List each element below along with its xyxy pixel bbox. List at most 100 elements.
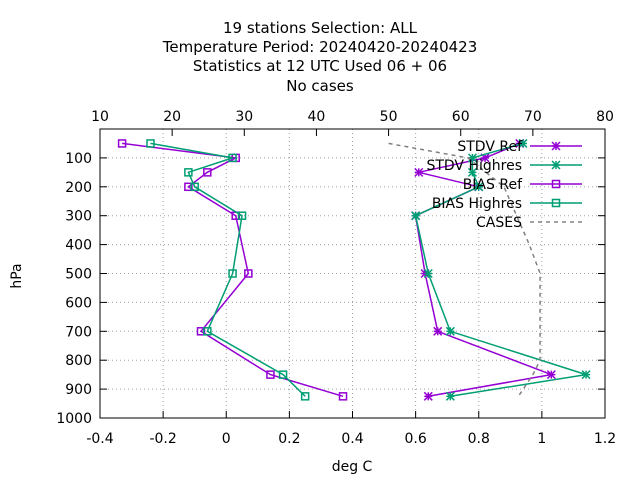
y-tick-label: 500	[65, 267, 92, 283]
data-point	[423, 391, 433, 401]
legend-label: STDV Highres	[426, 158, 522, 174]
data-point	[228, 269, 237, 278]
data-point	[551, 160, 561, 170]
data-point	[414, 167, 424, 177]
data-point	[518, 138, 528, 148]
data-point	[551, 198, 561, 208]
x-tick-label: 1.2	[594, 431, 616, 447]
x-tick-label: 0	[222, 431, 231, 447]
data-point	[546, 370, 556, 380]
x2-tick-label: 20	[163, 109, 181, 125]
y-tick-label: 400	[65, 238, 92, 254]
marker-stroke	[474, 182, 484, 192]
data-point	[203, 168, 212, 177]
marker-stroke	[551, 141, 561, 151]
x2-tick-label: 70	[524, 109, 542, 125]
title-line-1: 19 stations Selection: ALL	[223, 19, 417, 37]
marker-stroke	[433, 326, 443, 336]
ticks: -0.4 -0.2 0 0.2 0.4 0.6 0.8 1 1.2 10 20 30 40 50 60 70 8…	[56, 109, 616, 447]
y-tick-label: 800	[65, 353, 92, 369]
title-line-4: No cases	[286, 77, 354, 95]
series	[117, 138, 591, 401]
marker-stroke	[445, 391, 455, 401]
x-tick-label: -0.2	[149, 431, 176, 447]
data-point	[228, 153, 237, 163]
data-point	[423, 268, 433, 279]
marker-stroke	[423, 268, 433, 279]
x-tick-label: -0.4	[86, 431, 113, 447]
x-tick-label: 0.6	[404, 431, 426, 447]
marker-stroke	[423, 391, 433, 401]
data-point	[551, 179, 561, 189]
grid	[100, 129, 605, 418]
x2-tick-label: 50	[380, 109, 398, 125]
marker-stroke	[546, 370, 556, 380]
x2-tick-label: 80	[596, 109, 614, 125]
series-line	[150, 142, 306, 397]
x-axis-label: deg C	[332, 459, 373, 475]
y-tick-label: 700	[65, 324, 92, 340]
data-point	[581, 370, 591, 380]
data-point	[445, 326, 455, 336]
legend-entry: BIAS Highres	[432, 196, 582, 212]
y-axis-label: hPa	[9, 263, 25, 288]
series-bias-highres	[146, 139, 310, 401]
legend-label: BIAS Highres	[432, 196, 522, 212]
marker-stroke	[551, 160, 561, 170]
legend: STDV Ref STDV Highres BIAS Ref BIAS Highres…	[426, 139, 582, 231]
data-point	[433, 326, 443, 336]
y-tick-label: 600	[65, 295, 92, 311]
y-tick-label: 1000	[56, 411, 92, 427]
data-point	[467, 167, 477, 177]
x2-tick-label: 60	[452, 109, 470, 125]
data-point	[474, 182, 484, 192]
y-tick-label: 900	[65, 382, 92, 398]
data-point	[445, 391, 455, 401]
y-tick-label: 100	[65, 151, 92, 167]
y-tick-label: 200	[65, 180, 92, 196]
legend-entry: CASES	[476, 215, 582, 231]
data-point	[467, 153, 477, 163]
marker-stroke	[467, 167, 477, 177]
data-point	[190, 182, 199, 192]
legend-label: BIAS Ref	[463, 177, 523, 193]
legend-entry: BIAS Ref	[463, 177, 582, 193]
legend-label: CASES	[476, 215, 522, 231]
marker-stroke	[445, 326, 455, 336]
data-point	[551, 141, 561, 151]
marker-stroke	[467, 153, 477, 163]
x-tick-label: 0.4	[341, 431, 363, 447]
legend-label: STDV Ref	[457, 139, 523, 155]
data-point	[278, 370, 288, 379]
data-point	[184, 168, 193, 177]
series-cases	[388, 142, 541, 397]
x2-tick-label: 30	[235, 109, 253, 125]
data-point	[203, 327, 212, 336]
marker-stroke	[414, 167, 424, 177]
data-point	[338, 392, 348, 401]
x2-tick-label: 40	[308, 109, 326, 125]
marker-stroke	[480, 153, 490, 163]
data-point	[411, 211, 421, 221]
title-line-3: Statistics at 12 UTC Used 06 + 06	[192, 57, 448, 75]
data-point	[244, 269, 253, 278]
series-line	[122, 142, 344, 398]
marker-stroke	[581, 370, 591, 380]
x-tick-label: 1	[537, 431, 546, 447]
legend-entry: STDV Highres	[426, 158, 582, 174]
legend-entry: STDV Ref	[457, 139, 582, 155]
marker-stroke	[411, 211, 421, 221]
data-point	[300, 392, 310, 401]
data-point	[237, 211, 247, 220]
series-line	[388, 142, 541, 397]
x2-tick-label: 10	[91, 109, 109, 125]
data-point	[146, 139, 155, 148]
data-point	[266, 370, 275, 379]
data-point	[117, 139, 127, 148]
title-line-2: Temperature Period: 20240420-20240423	[162, 38, 478, 56]
x-tick-label: 0.8	[468, 431, 490, 447]
x-tick-label: 0.2	[278, 431, 300, 447]
y-tick-label: 300	[65, 209, 92, 225]
marker-stroke	[518, 138, 528, 148]
